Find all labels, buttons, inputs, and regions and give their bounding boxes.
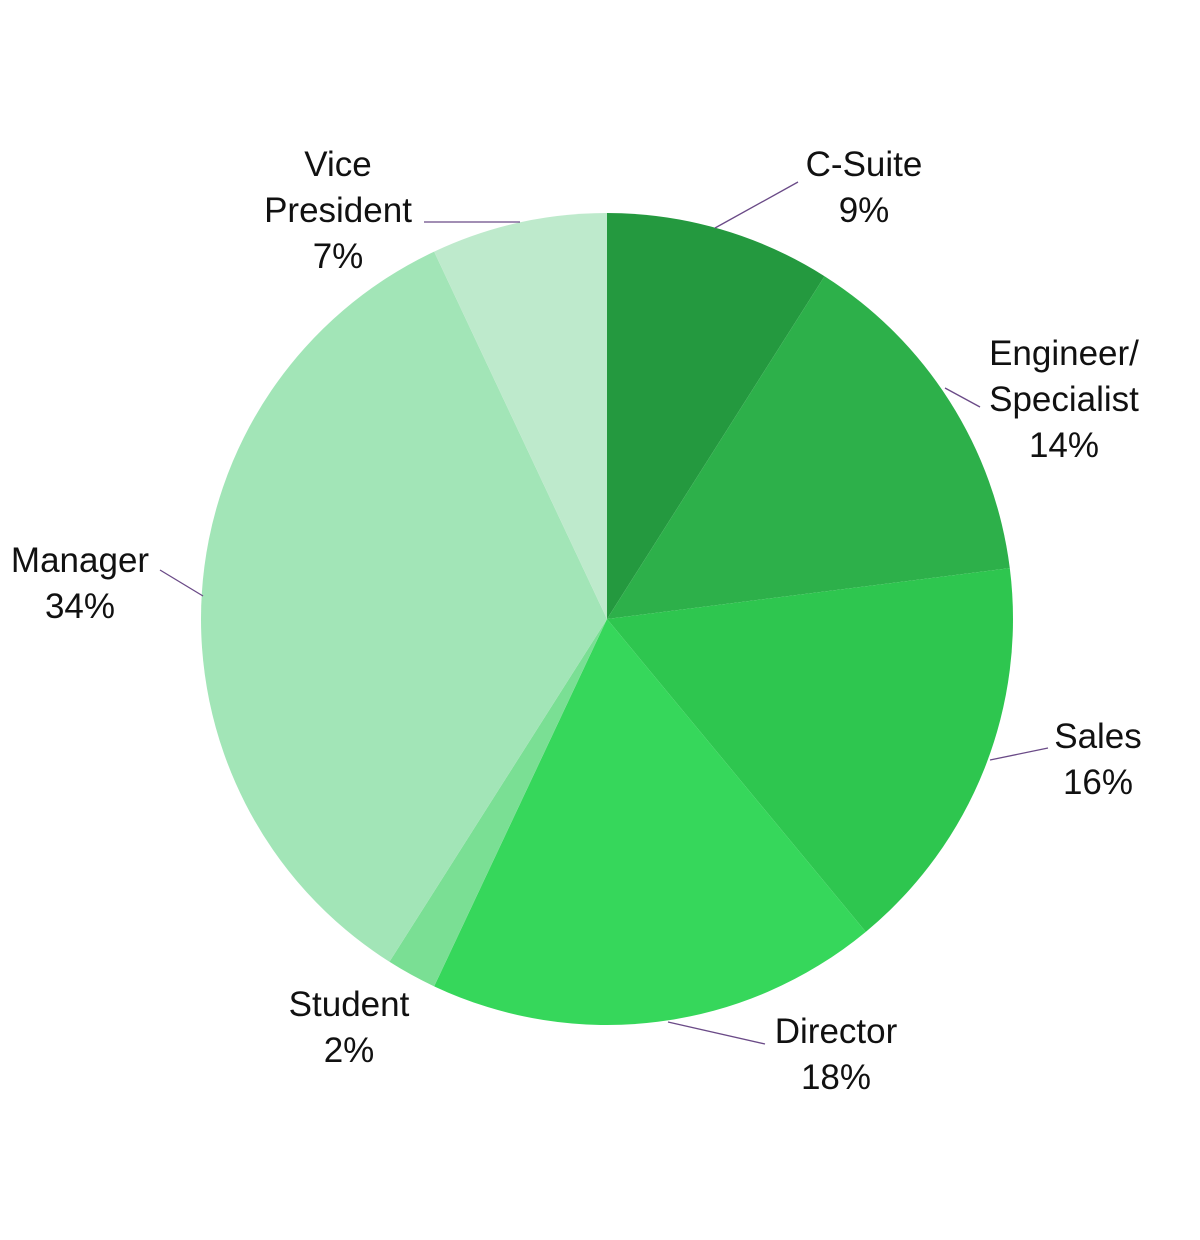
slice-label-engineer-specialist: Engineer/Specialist 14% <box>989 334 1139 465</box>
slice-percent: 34% <box>45 587 115 626</box>
slice-name: C-Suite <box>806 145 923 184</box>
slice-labels: C-Suite 9% Engineer/Specialist 14% Sales 16% D… <box>11 145 1142 1097</box>
leader-line-sales <box>989 747 1049 761</box>
slice-name: Sales <box>1054 717 1142 756</box>
slice-percent: 16% <box>1063 763 1133 802</box>
leader-lines <box>159 181 1049 1045</box>
slice-percent: 14% <box>1029 426 1099 465</box>
slice-name: President <box>264 191 412 230</box>
leader-line-c-suite <box>714 181 799 229</box>
slice-percent: 2% <box>324 1031 375 1070</box>
leader-line-engineer-specialist <box>944 387 981 408</box>
slice-name: Manager <box>11 541 149 580</box>
pie-slice-vice-president <box>434 213 607 619</box>
leader-line-manager <box>159 569 204 597</box>
slice-percent: 7% <box>313 237 364 276</box>
pie-slice-director <box>434 619 866 1025</box>
slice-label-vice-president: Vice President 7% <box>264 145 412 276</box>
slice-label-c-suite: C-Suite 9% <box>806 145 923 230</box>
slice-name: Director <box>775 1012 898 1051</box>
slice-label-student: Student 2% <box>289 985 410 1070</box>
slice-label-director: Director 18% <box>775 1012 898 1097</box>
slice-label-manager: Manager 34% <box>11 541 149 626</box>
pie-slice-student <box>389 619 607 987</box>
slice-name: Specialist <box>989 380 1139 419</box>
pie-slice-manager <box>200 251 607 962</box>
pie-slice-c-suite <box>607 213 825 619</box>
pie-slice-sales <box>607 568 1013 932</box>
slice-name: Student <box>289 985 410 1024</box>
slice-name: Engineer/ <box>989 334 1139 373</box>
pie-slices <box>200 213 1013 1025</box>
slice-percent: 18% <box>801 1058 871 1097</box>
pie-slice-engineer-specialist <box>607 276 1010 619</box>
slice-name: Vice <box>304 145 371 184</box>
leader-line-director <box>667 1021 766 1045</box>
slice-percent: 9% <box>839 191 890 230</box>
slice-label-sales: Sales 16% <box>1054 717 1142 802</box>
